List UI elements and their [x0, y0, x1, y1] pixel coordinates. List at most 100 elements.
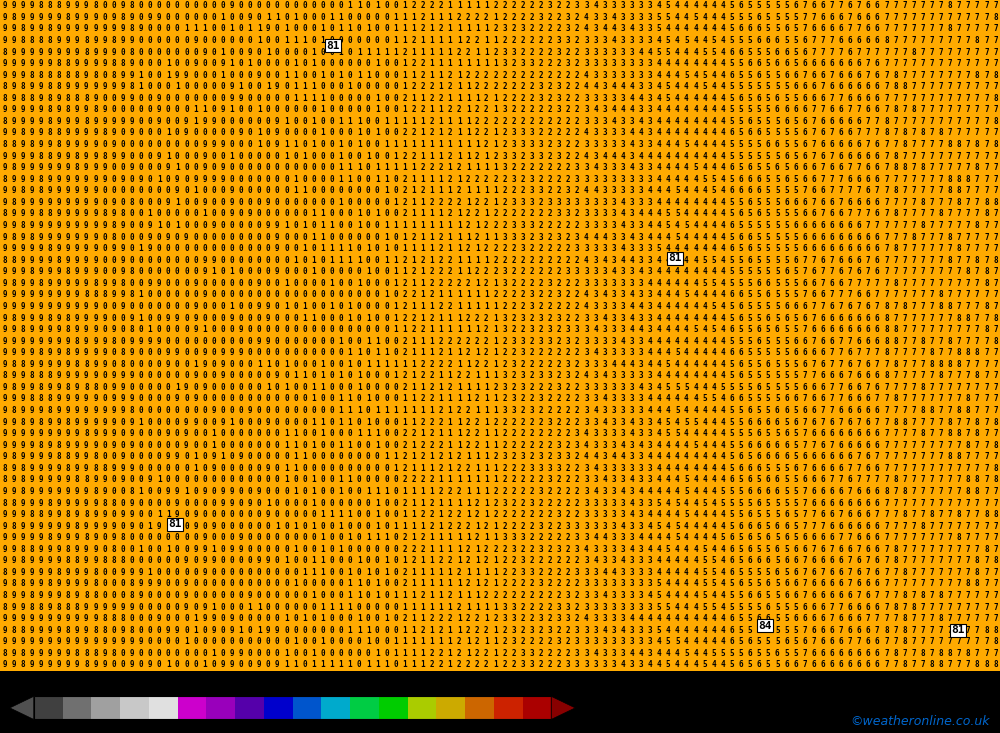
Text: 7: 7: [902, 210, 907, 218]
Text: 4: 4: [711, 360, 716, 369]
Text: 6: 6: [802, 163, 807, 172]
Text: 0: 0: [175, 660, 180, 669]
Text: 4: 4: [684, 637, 689, 647]
Text: 8: 8: [11, 198, 16, 207]
Text: 0: 0: [302, 637, 307, 647]
Text: 4: 4: [666, 487, 670, 496]
Text: 1: 1: [420, 36, 425, 45]
Text: 0: 0: [384, 336, 389, 346]
Text: 6: 6: [748, 59, 752, 68]
Text: 3: 3: [620, 302, 625, 311]
Text: 0: 0: [293, 591, 298, 600]
Text: 0: 0: [175, 533, 180, 542]
Text: 0: 0: [184, 302, 189, 311]
Text: 3: 3: [611, 476, 616, 485]
Text: 6: 6: [830, 13, 834, 22]
Text: 0: 0: [230, 568, 234, 577]
Text: 9: 9: [184, 383, 189, 392]
Text: 6: 6: [802, 302, 807, 311]
Text: 0: 0: [266, 106, 270, 114]
Text: 6: 6: [875, 464, 880, 473]
Text: 4: 4: [657, 545, 661, 553]
Text: 0: 0: [266, 279, 270, 288]
Text: 6: 6: [866, 649, 870, 658]
Text: 5: 5: [784, 476, 789, 485]
Text: 9: 9: [2, 186, 7, 195]
Text: 9: 9: [48, 429, 52, 438]
Text: 7: 7: [975, 106, 980, 114]
Text: 2: 2: [566, 418, 570, 427]
Text: 2: 2: [557, 568, 561, 577]
Text: 4: 4: [720, 24, 725, 34]
Text: 18: 18: [371, 722, 386, 733]
Text: 6: 6: [848, 302, 852, 311]
Text: 1: 1: [320, 36, 325, 45]
Text: 9: 9: [48, 232, 52, 242]
Text: 3: 3: [639, 82, 643, 91]
Text: 6: 6: [739, 394, 743, 403]
Text: 1: 1: [430, 348, 434, 357]
Text: 1: 1: [357, 580, 361, 589]
Text: 6: 6: [866, 314, 870, 323]
Text: 7: 7: [830, 394, 834, 403]
Text: 6: 6: [811, 59, 816, 68]
Text: 7: 7: [984, 117, 989, 126]
Text: 0: 0: [330, 36, 334, 45]
Text: 2: 2: [530, 13, 534, 22]
Polygon shape: [551, 696, 575, 720]
Text: 3: 3: [620, 268, 625, 276]
Text: 6: 6: [802, 314, 807, 323]
Text: 9: 9: [93, 82, 98, 91]
Text: 1: 1: [439, 36, 443, 45]
Text: 3: 3: [620, 464, 625, 473]
Text: 0: 0: [384, 325, 389, 334]
Text: 1: 1: [475, 302, 480, 311]
Text: 8: 8: [48, 210, 52, 218]
Text: 6: 6: [811, 279, 816, 288]
Text: 5: 5: [748, 36, 752, 45]
Text: 3: 3: [639, 186, 643, 195]
Text: 9: 9: [57, 429, 61, 438]
Text: 2: 2: [530, 256, 534, 265]
Text: 7: 7: [839, 476, 843, 485]
Text: 9: 9: [48, 140, 52, 149]
Text: 0: 0: [148, 94, 152, 103]
Text: 1: 1: [439, 603, 443, 611]
Text: 1: 1: [384, 533, 389, 542]
Text: 8: 8: [30, 70, 34, 80]
Text: 1: 1: [411, 452, 416, 461]
Text: 0: 0: [275, 1, 280, 10]
Text: 9: 9: [84, 24, 89, 34]
Text: 7: 7: [966, 256, 970, 265]
Text: 0: 0: [139, 441, 143, 450]
Text: 7: 7: [857, 452, 861, 461]
Text: 7: 7: [939, 510, 943, 519]
Text: 1: 1: [457, 302, 461, 311]
Text: 5: 5: [739, 325, 743, 334]
Text: 7: 7: [839, 94, 843, 103]
Text: 1: 1: [457, 556, 461, 565]
Text: 3: 3: [639, 256, 643, 265]
Text: 2: 2: [502, 510, 507, 519]
Text: 9: 9: [75, 24, 80, 34]
Text: 0: 0: [384, 649, 389, 658]
Text: 6: 6: [857, 117, 861, 126]
Text: 4: 4: [639, 152, 643, 161]
Text: 9: 9: [39, 325, 43, 334]
Text: 2: 2: [475, 314, 480, 323]
Text: 0: 0: [230, 580, 234, 589]
Text: 1: 1: [311, 232, 316, 242]
Text: 5: 5: [711, 279, 716, 288]
Text: 0: 0: [120, 186, 125, 195]
Text: 2: 2: [466, 660, 470, 669]
Text: 0: 0: [211, 70, 216, 80]
Text: 0: 0: [311, 533, 316, 542]
Text: 7: 7: [902, 314, 907, 323]
Text: 0: 0: [393, 1, 398, 10]
Text: 9: 9: [248, 210, 252, 218]
Text: 7: 7: [802, 591, 807, 600]
Text: 4: 4: [693, 221, 698, 230]
Text: 4: 4: [639, 487, 643, 496]
Text: 7: 7: [930, 498, 934, 507]
Text: 1: 1: [348, 394, 352, 403]
